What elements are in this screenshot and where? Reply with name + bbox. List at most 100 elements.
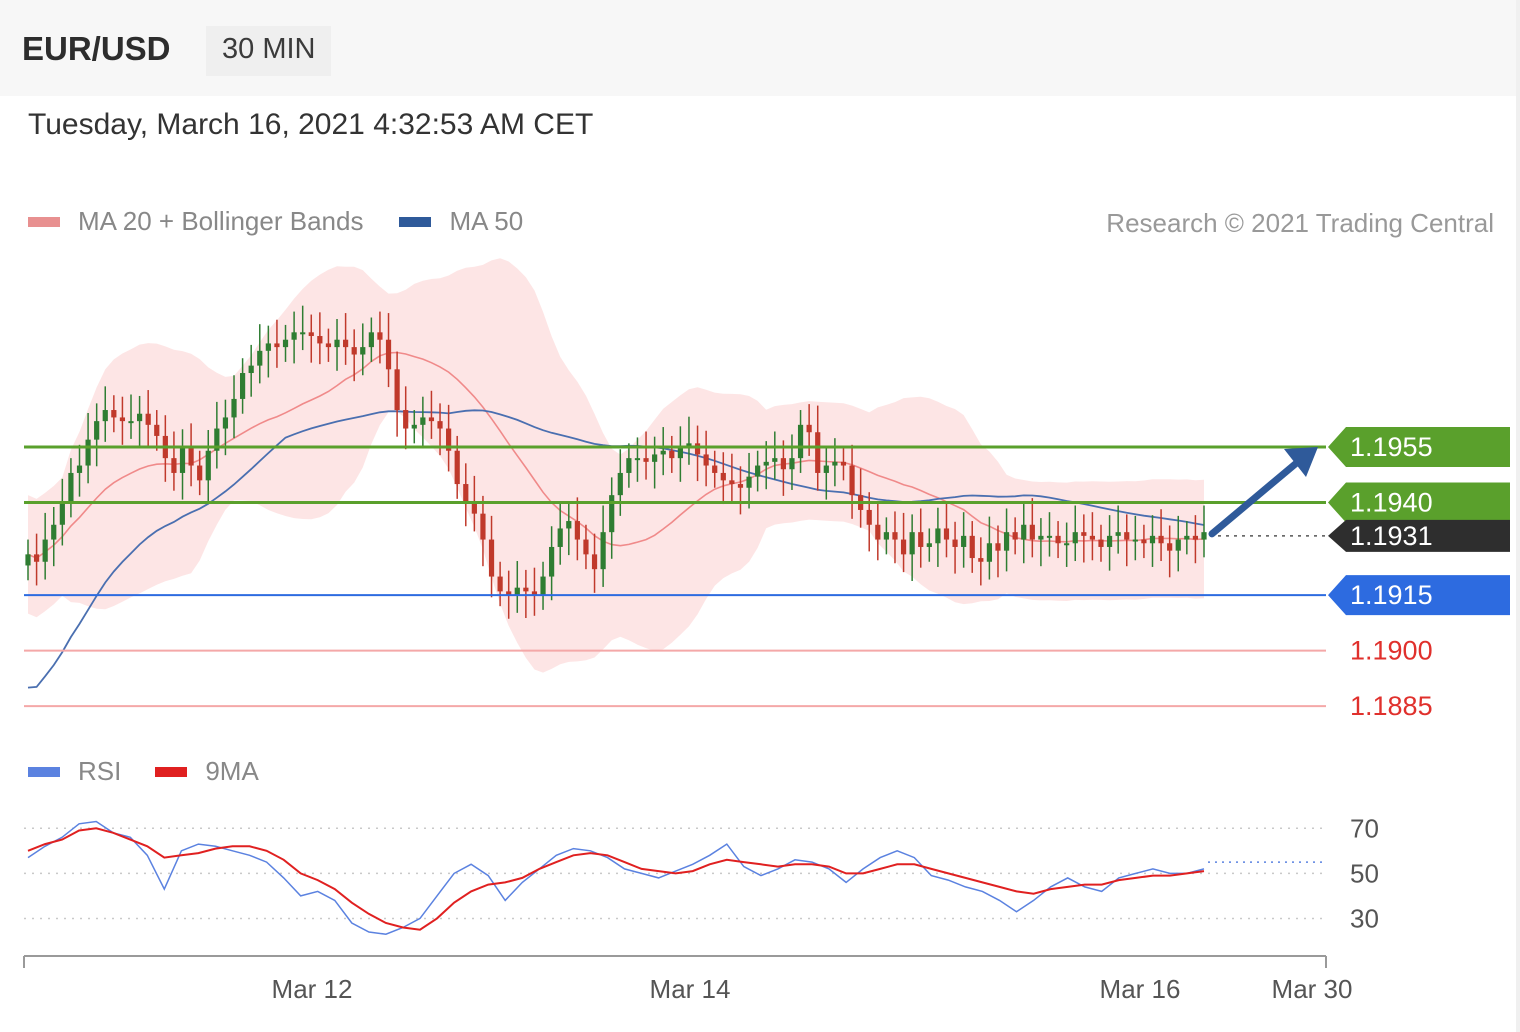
candle-body (1089, 535, 1096, 540)
candle-body (772, 458, 778, 462)
candle-body (171, 458, 177, 473)
candle-body (188, 447, 194, 466)
candle-body (420, 417, 426, 425)
candle-body (300, 332, 306, 335)
candle-body (325, 343, 332, 348)
candle-body (351, 347, 357, 355)
candle-body (437, 421, 443, 429)
candle-body (1064, 543, 1070, 546)
candle-body (823, 465, 829, 473)
ma50-swatch (399, 216, 432, 227)
arrow-shaft (1208, 456, 1304, 538)
candle-body (961, 535, 967, 547)
candle-body (703, 454, 709, 466)
candle-body (471, 502, 477, 514)
candle-body (154, 424, 160, 436)
candle-body (205, 450, 211, 481)
candle-body (617, 472, 623, 496)
candle-body (497, 576, 503, 592)
candle-body (1192, 535, 1199, 540)
candle-body (119, 417, 126, 422)
candle-body (463, 484, 469, 503)
candle-body (729, 480, 735, 485)
rsi-gridlines: 30 50 70 (24, 813, 1379, 933)
candle-body (669, 450, 675, 459)
x-tick-label: Mar 12 (272, 974, 353, 1004)
candle-body (566, 521, 572, 529)
candle-body (686, 443, 692, 448)
candle-body (900, 539, 907, 555)
candle-body (411, 424, 417, 429)
candle-body (1012, 532, 1018, 540)
legend-9ma-label: 9MA (205, 756, 259, 786)
candle-body (1167, 543, 1173, 551)
candle-body (849, 465, 855, 496)
candle-body (385, 339, 392, 370)
candle-body (111, 410, 117, 418)
candle-body (866, 509, 872, 525)
last-price-tag (1328, 519, 1510, 552)
candle-body (59, 502, 65, 525)
candle-body (1175, 539, 1181, 551)
candle-body (334, 339, 340, 348)
candle-body (274, 343, 280, 348)
candle-body (76, 465, 83, 473)
candle-body (952, 539, 958, 547)
candle-body (943, 528, 950, 540)
chart-header: EUR/USD 30 MIN (0, 0, 1516, 96)
price-legend: MA 20 + Bollinger Bands MA 50 (28, 206, 523, 237)
candle-body (1158, 535, 1164, 544)
candle-body (25, 554, 31, 566)
candle-body (1046, 535, 1053, 538)
candle-body (145, 413, 151, 425)
price-levels: 1.1955 1.1940 1.1915 1.1900 1.1885 (24, 427, 1510, 721)
legend-ma20-label: MA 20 + Bollinger Bands (78, 206, 364, 236)
level-label: 1.1885 (1350, 691, 1433, 721)
candle-body (428, 417, 435, 422)
candle-body (33, 554, 40, 562)
candle-body (1124, 532, 1130, 540)
candle-body (1029, 524, 1035, 540)
candle-body (574, 521, 580, 540)
rsi-tick-label: 50 (1350, 858, 1379, 888)
candle-body (780, 458, 786, 470)
candle-body (239, 373, 246, 399)
candle-body (248, 365, 254, 374)
candle-body (969, 535, 975, 559)
candle-body (42, 539, 48, 562)
candle-body (1141, 539, 1147, 544)
candle-body (446, 428, 452, 451)
frame-edge (1516, 0, 1520, 1032)
candle-body (523, 587, 529, 592)
rsi-lines (27, 820, 1326, 935)
rsi-legend: RSI 9MA (28, 756, 259, 787)
candle-body (978, 558, 984, 562)
candle-body (1149, 535, 1156, 544)
candle-body (583, 539, 589, 555)
candle-body (1132, 539, 1138, 542)
candle-body (102, 410, 108, 422)
timestamp: Tuesday, March 16, 2021 4:32:53 AM CET (28, 108, 594, 141)
rsi-line (27, 820, 1205, 935)
level-tag (1328, 482, 1510, 523)
candle-body (197, 465, 203, 481)
candle-body (291, 332, 297, 340)
candle-body (1115, 532, 1121, 536)
ma20-swatch (28, 216, 60, 227)
candle-body (214, 428, 220, 451)
candle-body (377, 332, 383, 340)
candle-body (909, 532, 915, 555)
research-credit: Research © 2021 Trading Central (1106, 208, 1494, 238)
candle-body (1201, 532, 1207, 540)
x-axis: Mar 12 Mar 14 Mar 16 Mar 30 (23, 955, 1353, 1004)
timeframe-badge[interactable]: 30 MIN (206, 26, 332, 76)
x-tick-label: Mar 30 (1272, 974, 1353, 1004)
rsi-tick-label: 70 (1350, 813, 1379, 843)
bollinger-band (28, 258, 1204, 673)
x-tick-label: Mar 16 (1100, 974, 1181, 1004)
candle-body (737, 484, 744, 488)
candle-body (557, 528, 563, 547)
candle-body (394, 369, 400, 411)
candle-body (317, 336, 323, 344)
